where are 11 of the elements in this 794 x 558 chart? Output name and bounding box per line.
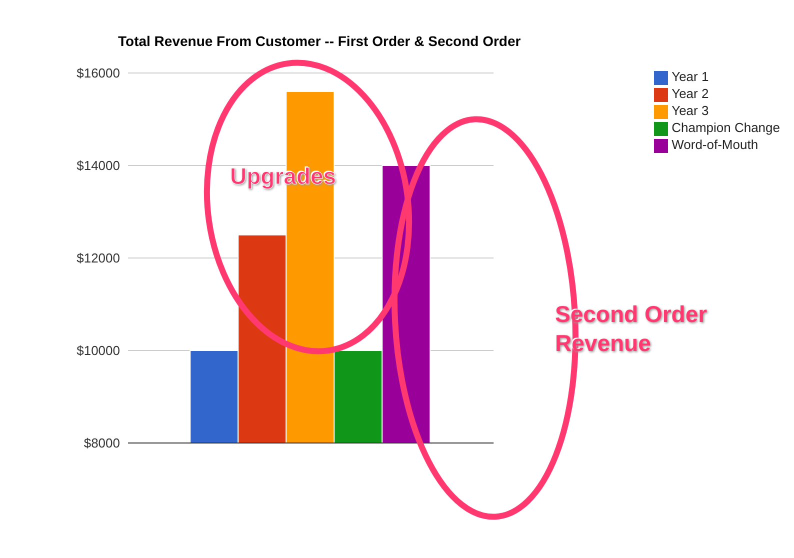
chart-title: Total Revenue From Customer -- First Order & Second Order <box>118 33 521 49</box>
y-tick-label: $16000 <box>76 66 120 81</box>
y-tick-label: $8000 <box>84 436 120 451</box>
legend-label: Year 2 <box>672 86 709 101</box>
legend-label: Year 1 <box>672 69 709 84</box>
legend-label: Champion Change <box>672 120 780 135</box>
y-tick-label: $14000 <box>76 158 120 174</box>
legend-label: Word-of-Mouth <box>672 137 758 152</box>
y-tick-label: $10000 <box>76 343 120 358</box>
y-tick-label: $12000 <box>76 250 120 266</box>
legend-label: Year 3 <box>672 103 709 118</box>
